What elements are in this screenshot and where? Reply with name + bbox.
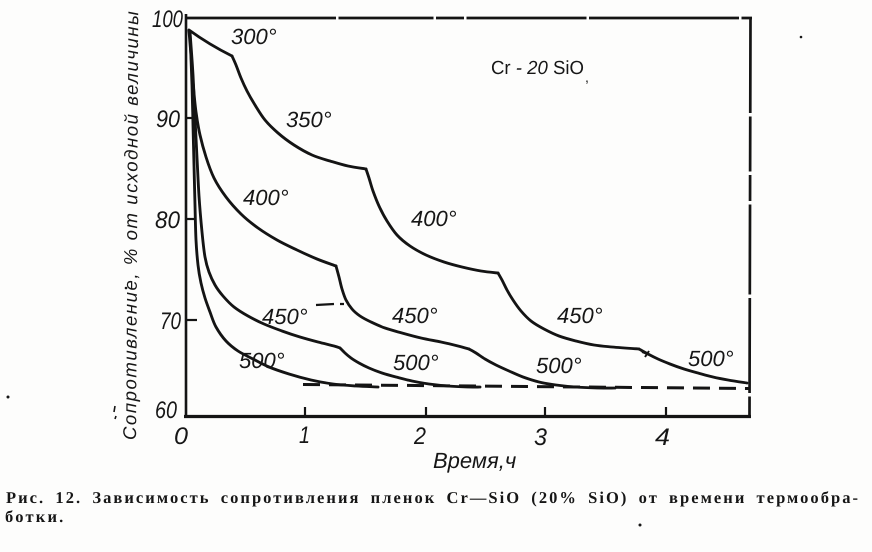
svg-text:,: ,: [585, 69, 589, 85]
svg-text:3: 3: [534, 424, 548, 451]
svg-text:ботки.: ботки.: [5, 507, 66, 526]
svg-text:100: 100: [152, 6, 184, 33]
svg-text:300°: 300°: [231, 24, 277, 49]
svg-text:60: 60: [155, 397, 178, 424]
svg-text:70: 70: [160, 308, 182, 335]
svg-text:400°: 400°: [243, 185, 289, 210]
svg-text:1: 1: [299, 422, 310, 449]
svg-text:450°: 450°: [557, 303, 603, 328]
svg-text:450°: 450°: [262, 304, 308, 329]
svg-text:Cr - 20 SiO: Cr - 20 SiO: [491, 58, 584, 79]
svg-text:Рис. 12. Зависимость сопротивл: Рис. 12. Зависимость сопротивления плено…: [6, 488, 860, 507]
svg-text:90: 90: [156, 106, 181, 133]
svg-text:450°: 450°: [392, 303, 438, 328]
svg-text:400°: 400°: [411, 206, 457, 231]
svg-text:500°: 500°: [688, 346, 734, 371]
svg-text:500°: 500°: [393, 350, 439, 375]
svg-text:500°: 500°: [239, 348, 285, 373]
svg-text:0: 0: [174, 423, 189, 450]
svg-text:80: 80: [155, 207, 181, 234]
svg-text:2: 2: [413, 423, 426, 450]
svg-text:350°: 350°: [286, 107, 332, 132]
svg-text:500°: 500°: [536, 353, 582, 378]
svg-text:4: 4: [655, 424, 670, 451]
svg-text:Сопротивление, % от исходной в: Сопротивление, % от исходной величины: [119, 10, 142, 441]
svg-text:Время,ч: Время,ч: [433, 448, 516, 473]
